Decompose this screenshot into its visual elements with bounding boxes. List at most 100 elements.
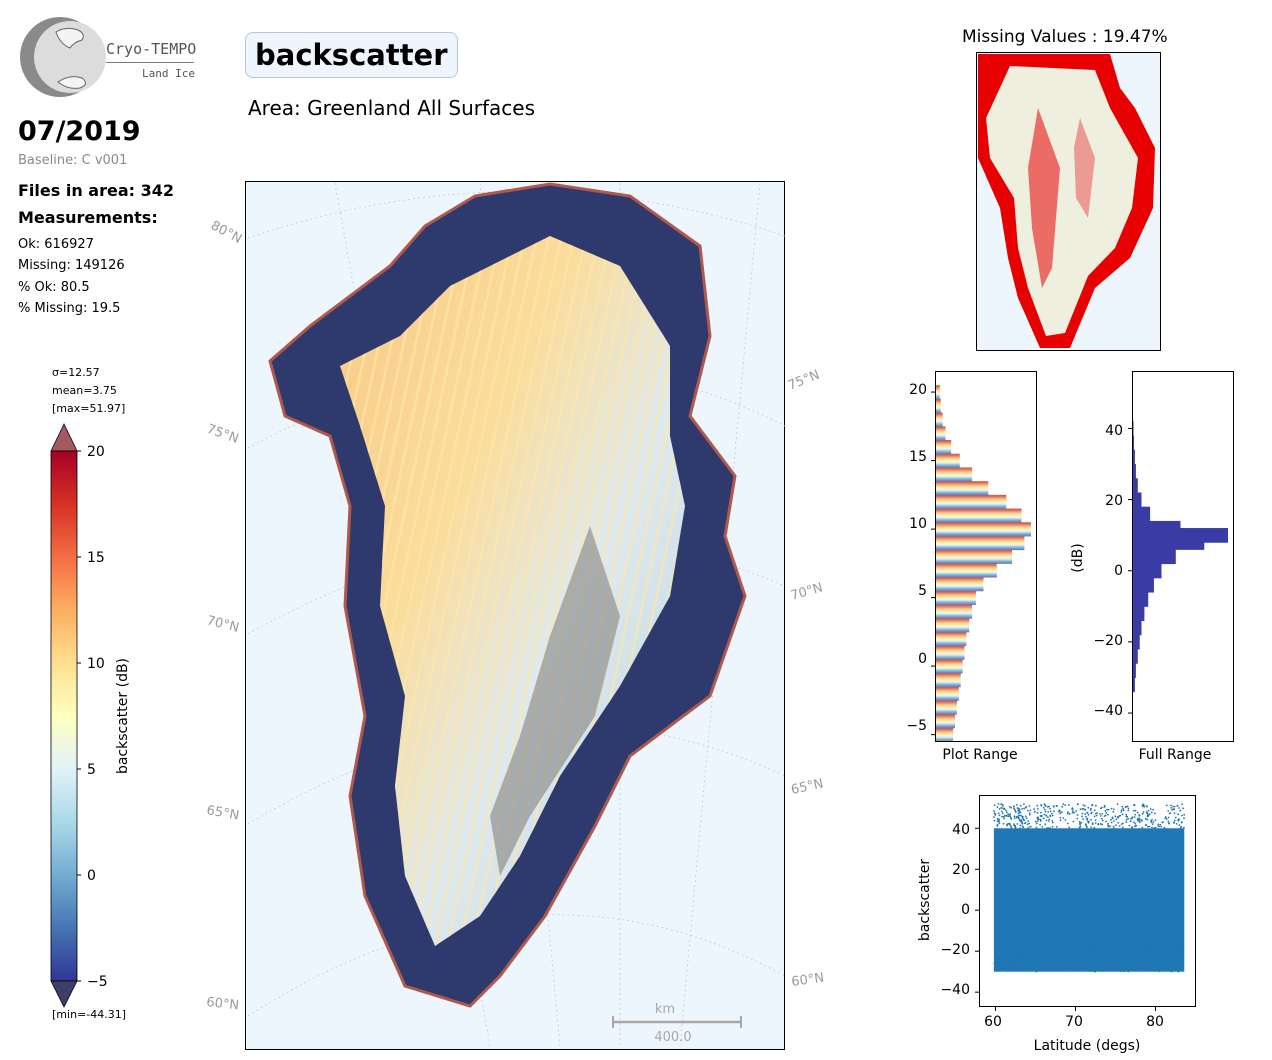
scatter-point: [1092, 946, 1095, 948]
scatter-point: [1036, 811, 1039, 814]
full-range-tick-40: 40: [1105, 423, 1123, 439]
scatter-point: [1166, 955, 1169, 958]
scatter-point: [998, 820, 1000, 823]
scatter-point: [1055, 825, 1058, 828]
scatter-point: [1059, 958, 1061, 960]
scatter-point: [1027, 809, 1029, 812]
scatter-point: [1075, 810, 1078, 812]
scatter-point: [1042, 967, 1044, 970]
scatter-point: [1015, 951, 1018, 954]
scatter-point: [1098, 961, 1101, 964]
scatter-point: [1101, 813, 1104, 815]
scatter-point: [1127, 949, 1130, 951]
scatter-point: [1139, 946, 1141, 949]
scatter-point: [1163, 826, 1166, 829]
scatter-point: [1034, 820, 1037, 823]
lat-label-70n-right: 70°N: [789, 580, 825, 603]
scatter-point: [1135, 956, 1138, 958]
scatter-point: [1173, 822, 1176, 824]
scatter-point: [1088, 966, 1091, 969]
scatter-point: [1180, 947, 1183, 950]
plot-range-tick-10: 10: [909, 516, 927, 532]
scatter-point: [1032, 945, 1035, 948]
scatter-point: [1134, 813, 1136, 816]
scatter-point: [1092, 966, 1095, 969]
scatter-point: [1143, 945, 1145, 947]
scatter-point: [1022, 950, 1025, 953]
scatter-point: [1068, 826, 1071, 829]
scatter-xtick-60: 60: [984, 1014, 1002, 1030]
scatter-point: [1047, 820, 1050, 822]
scatter-point: [1154, 826, 1157, 829]
scatter-point: [1125, 818, 1128, 821]
scatter-point: [1127, 970, 1130, 973]
scatter-point: [1023, 954, 1026, 957]
scatter-point: [1067, 804, 1070, 806]
scatter-point: [1141, 812, 1144, 815]
plot-range-tick-20: 20: [909, 382, 927, 398]
scatter-point: [1176, 961, 1178, 963]
scatter-point: [1149, 960, 1152, 963]
scatter-point: [1084, 947, 1087, 950]
colorbar-max: [max=51.97]: [52, 402, 126, 415]
scatter-point: [1082, 949, 1085, 952]
scatter-point: [1100, 817, 1103, 820]
scatter-point: [1145, 944, 1147, 947]
scatter-point: [1034, 951, 1037, 954]
scatter-point: [1009, 961, 1011, 963]
scatter-point: [1158, 952, 1161, 955]
scatter-point: [1149, 808, 1152, 810]
scatter-point: [1019, 811, 1021, 814]
scatter-point: [1084, 805, 1086, 807]
scatter-point: [1125, 813, 1128, 816]
scatter-point: [1177, 945, 1180, 948]
scatter-point: [998, 818, 1000, 821]
scatter-point: [1099, 813, 1101, 815]
scatter-point: [1009, 813, 1012, 815]
scatter-point: [995, 946, 997, 949]
pct-missing: % Missing: 19.5: [18, 301, 121, 316]
scatter-point: [1035, 970, 1038, 973]
scatter-point: [1178, 824, 1181, 827]
scatter-point: [1127, 946, 1129, 949]
scatter-point: [1120, 809, 1123, 811]
scatter-point: [1065, 969, 1067, 971]
scatter-point: [1114, 943, 1117, 946]
scatter-point: [1150, 950, 1153, 952]
scatter-point: [1020, 965, 1023, 967]
scatter-point: [1037, 961, 1040, 964]
scatter-point: [1175, 823, 1178, 825]
scatter-point: [1035, 954, 1038, 956]
scatter-point: [1099, 823, 1102, 825]
scatter-point: [1007, 822, 1010, 825]
scatter-point: [1162, 959, 1164, 961]
scatter-point: [997, 958, 1000, 960]
scatter-point: [1072, 810, 1074, 812]
scatter-point: [1131, 826, 1133, 828]
scatter-point: [1030, 941, 1033, 944]
scatter-point: [1181, 950, 1184, 953]
plot-range-bar: [936, 522, 1031, 537]
colorbar-max-arrow: [50, 423, 78, 452]
lat-label-70n-left: 70°N: [205, 613, 240, 635]
plot-range-bar: [936, 577, 984, 592]
scatter-point: [1035, 944, 1038, 947]
scatter-point: [1050, 968, 1053, 971]
scatter-point: [1028, 812, 1031, 814]
scatter-point: [1059, 812, 1062, 815]
scatter-point: [1060, 953, 1063, 956]
lat-label-65n-left: 65°N: [205, 803, 240, 823]
scatter-point: [1029, 943, 1032, 946]
scatter-point: [1087, 953, 1090, 955]
scatter-point: [1025, 817, 1028, 820]
scatter-point: [1118, 825, 1121, 827]
scatter-point: [1143, 962, 1146, 965]
scatter-point: [1076, 814, 1079, 816]
scatter-point: [1039, 820, 1042, 822]
scatter-point: [1100, 951, 1102, 954]
scatter-point: [1055, 804, 1058, 807]
scatter-point: [1083, 962, 1086, 965]
scatter-point: [1177, 964, 1180, 967]
plot-range-bar: [936, 631, 967, 647]
page-title: backscatter: [245, 32, 458, 78]
